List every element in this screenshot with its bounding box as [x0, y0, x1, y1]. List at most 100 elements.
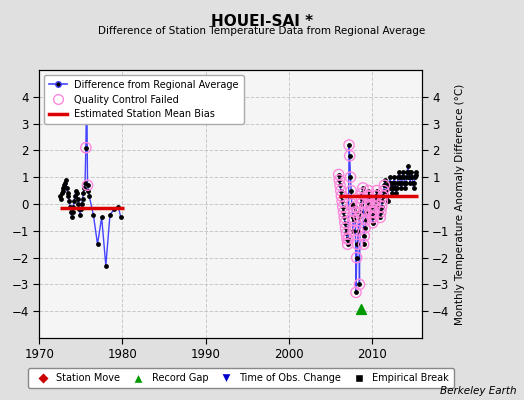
Point — [377, 204, 386, 210]
Point — [359, 185, 367, 191]
Point — [81, 179, 89, 186]
Point — [360, 233, 368, 239]
Point — [367, 209, 376, 215]
Point — [114, 204, 123, 210]
Point — [82, 144, 90, 151]
Point — [340, 209, 348, 215]
Point — [337, 193, 346, 199]
Point — [358, 190, 366, 196]
Point — [83, 182, 92, 188]
Point — [356, 209, 364, 215]
Point — [390, 174, 398, 180]
Point — [383, 193, 391, 199]
Point — [357, 305, 365, 312]
Point — [372, 193, 380, 199]
Point — [348, 214, 357, 221]
Point — [375, 204, 383, 210]
Point — [352, 289, 360, 296]
Point — [93, 241, 102, 247]
Point — [394, 179, 402, 186]
Point — [364, 193, 372, 199]
Point — [80, 185, 89, 191]
Point — [62, 177, 70, 183]
Point — [407, 174, 415, 180]
Point — [75, 206, 83, 212]
Point — [405, 174, 413, 180]
Point — [345, 142, 353, 148]
Point — [365, 193, 374, 199]
Point — [342, 230, 351, 237]
Point — [341, 220, 349, 226]
Point — [369, 214, 377, 221]
Point — [362, 209, 370, 215]
Point — [348, 214, 357, 221]
Text: Berkeley Earth: Berkeley Earth — [440, 386, 516, 396]
Point — [70, 198, 79, 204]
Point — [371, 198, 379, 204]
Point — [355, 281, 364, 288]
Point — [398, 179, 406, 186]
Point — [411, 169, 420, 175]
Point — [401, 185, 409, 191]
Point — [410, 179, 418, 186]
Point — [399, 169, 407, 175]
Point — [345, 152, 354, 159]
Point — [83, 182, 92, 188]
Point — [338, 198, 346, 204]
Point — [368, 220, 377, 226]
Point — [351, 209, 359, 215]
Point — [340, 214, 348, 221]
Point — [76, 212, 84, 218]
Point — [370, 204, 379, 210]
Point — [388, 185, 397, 191]
Point — [370, 209, 378, 215]
Point — [408, 174, 416, 180]
Point — [366, 198, 374, 204]
Point — [378, 198, 387, 204]
Point — [343, 236, 351, 242]
Point — [364, 187, 373, 194]
Point — [357, 201, 365, 207]
Point — [82, 144, 90, 151]
Point — [392, 185, 401, 191]
Legend: Station Move, Record Gap, Time of Obs. Change, Empirical Break: Station Move, Record Gap, Time of Obs. C… — [28, 368, 454, 388]
Point — [386, 179, 395, 186]
Point — [350, 217, 358, 223]
Point — [69, 204, 78, 210]
Point — [340, 214, 348, 221]
Point — [412, 171, 420, 178]
Point — [373, 187, 381, 194]
Point — [388, 190, 396, 196]
Point — [407, 169, 416, 175]
Point — [385, 185, 393, 191]
Point — [381, 182, 390, 188]
Point — [339, 204, 347, 210]
Point — [355, 214, 363, 221]
Point — [97, 214, 106, 221]
Point — [368, 220, 377, 226]
Point — [78, 201, 86, 207]
Point — [84, 187, 93, 194]
Point — [360, 233, 368, 239]
Point — [369, 214, 377, 221]
Point — [355, 281, 364, 288]
Point — [336, 182, 344, 188]
Point — [402, 174, 411, 180]
Point — [334, 171, 343, 178]
Point — [354, 228, 362, 234]
Point — [85, 193, 93, 199]
Point — [349, 228, 357, 234]
Y-axis label: Monthly Temperature Anomaly Difference (°C): Monthly Temperature Anomaly Difference (… — [455, 83, 465, 325]
Point — [344, 236, 353, 242]
Point — [341, 225, 350, 231]
Point — [343, 241, 352, 247]
Point — [73, 196, 82, 202]
Point — [117, 214, 125, 221]
Point — [343, 236, 351, 242]
Point — [362, 217, 370, 223]
Point — [379, 193, 387, 199]
Point — [355, 214, 363, 221]
Point — [359, 185, 367, 191]
Point — [359, 241, 368, 247]
Point — [409, 179, 417, 186]
